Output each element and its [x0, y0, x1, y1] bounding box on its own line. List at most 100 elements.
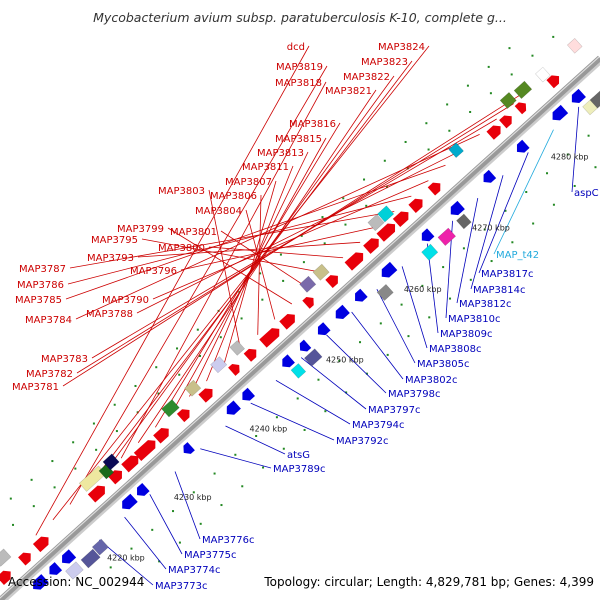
ring-dot	[511, 241, 514, 244]
ring-dot	[302, 261, 305, 264]
gene-label-map3814c: MAP3814c	[473, 285, 525, 296]
gene-label-map3823: MAP3823	[361, 57, 408, 68]
reverse-gene	[317, 322, 331, 336]
reverse-gene	[33, 574, 49, 590]
ring-dot	[552, 35, 555, 38]
reverse-gene	[483, 169, 497, 183]
misc-feature-box	[80, 548, 101, 569]
reverse-gene-arrow	[282, 354, 295, 368]
misc-feature	[210, 356, 228, 374]
gene-label-map3806: MAP3806	[210, 191, 257, 202]
forward-gene-arrow	[514, 102, 527, 115]
misc-feature	[0, 548, 12, 567]
gene-label-map3783: MAP3783	[41, 354, 88, 365]
gene-label-map3805c: MAP3805c	[417, 359, 469, 370]
ring-dot	[427, 148, 430, 151]
reverse-gene	[516, 139, 530, 153]
misc-feature-box	[299, 275, 317, 293]
ring-dot	[219, 336, 222, 339]
ring-dot	[469, 278, 472, 281]
ring-dot	[172, 510, 175, 513]
misc-feature	[184, 379, 202, 397]
forward-gene-arrow	[486, 125, 501, 140]
ring-dot	[532, 222, 535, 225]
gene-label-map3795: MAP3795	[91, 235, 138, 246]
misc-feature	[312, 263, 330, 281]
misc-feature	[161, 399, 180, 418]
ring-dot	[178, 541, 181, 544]
forward-gene-arrow	[133, 440, 156, 461]
gene-label-map3773c: MAP3773c	[155, 581, 207, 592]
misc-feature	[437, 227, 457, 246]
leader-line	[326, 334, 387, 394]
forward-gene-arrow	[325, 275, 338, 289]
reverse-gene-arrow	[571, 88, 586, 104]
misc-feature-box	[184, 379, 202, 397]
ring-dot	[344, 223, 347, 226]
ring-dot	[379, 322, 382, 325]
leader-line	[470, 175, 504, 290]
ring-dot	[383, 159, 386, 162]
ring-dot	[425, 122, 428, 125]
ring-dot	[321, 216, 324, 219]
ring-dot	[109, 566, 112, 569]
reverse-gene-arrow	[299, 339, 312, 352]
forward-gene-arrow	[121, 455, 139, 473]
gene-features	[0, 37, 600, 590]
ring-dot	[296, 397, 299, 400]
reverse-gene	[242, 387, 255, 401]
ring-dot	[51, 460, 54, 463]
misc-feature	[535, 66, 551, 83]
forward-gene	[499, 115, 512, 129]
forward-gene	[392, 211, 409, 228]
leader-line	[208, 189, 242, 351]
ring-dot	[428, 316, 431, 319]
misc-feature-box	[513, 80, 533, 100]
reverse-gene-arrow	[137, 482, 150, 496]
forward-gene-arrow	[546, 75, 560, 89]
misc-feature-box	[377, 205, 395, 223]
forward-gene	[18, 552, 31, 566]
forward-gene-arrow	[259, 328, 280, 348]
reverse-gene-arrow	[62, 549, 77, 564]
forward-gene	[133, 440, 156, 461]
gene-label-map3792c: MAP3792c	[336, 436, 388, 447]
ring-dot	[113, 403, 116, 406]
ring-dot	[462, 247, 465, 250]
leader-line	[124, 516, 167, 570]
forward-gene	[376, 223, 396, 242]
leader-line	[99, 539, 154, 586]
forward-gene-arrow	[392, 211, 409, 228]
reverse-gene-arrow	[33, 574, 49, 590]
misc-feature-box	[437, 227, 457, 246]
gene-label-map3801: MAP3801	[170, 227, 217, 238]
tick-label: 4230 kbp	[174, 493, 212, 502]
ring-dot	[199, 522, 202, 525]
ring-dot	[406, 167, 409, 170]
ring-dot	[449, 297, 452, 300]
reverse-gene-arrow	[483, 169, 497, 183]
forward-gene	[259, 328, 280, 348]
tick-label: 4220 kbp	[107, 553, 145, 562]
reverse-gene-arrow	[552, 104, 569, 121]
forward-gene	[486, 125, 501, 140]
forward-gene	[87, 485, 105, 503]
leader-line	[200, 448, 272, 469]
reverse-gene-arrow	[317, 322, 331, 336]
gene-label-map3815: MAP3815	[275, 134, 322, 145]
ring-dot	[279, 253, 282, 256]
ring-dot	[466, 84, 469, 87]
ring-dot	[300, 234, 303, 237]
backbone-line	[0, 55, 600, 600]
misc-feature	[229, 340, 245, 356]
ring-dot	[240, 317, 243, 320]
leader-line	[65, 164, 446, 300]
ring-dot	[386, 186, 389, 189]
genome-summary-text: Topology: circular; Length: 4,829,781 bp…	[263, 575, 594, 589]
gene-label-map3821: MAP3821	[325, 86, 372, 97]
reverse-gene-arrow	[183, 442, 195, 454]
ring-dot	[282, 447, 285, 450]
misc-feature-box	[303, 348, 323, 367]
ring-dot	[566, 153, 569, 156]
forward-gene-arrow	[302, 296, 314, 309]
